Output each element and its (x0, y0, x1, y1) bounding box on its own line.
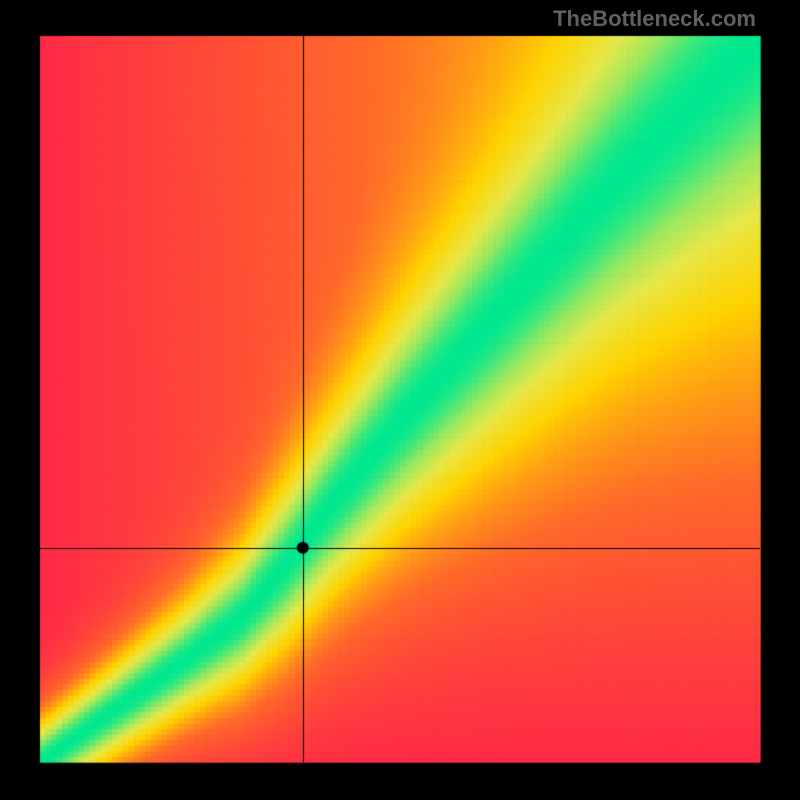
watermark-text: TheBottleneck.com (553, 6, 756, 32)
bottleneck-heatmap (0, 0, 800, 800)
root: TheBottleneck.com (0, 0, 800, 800)
